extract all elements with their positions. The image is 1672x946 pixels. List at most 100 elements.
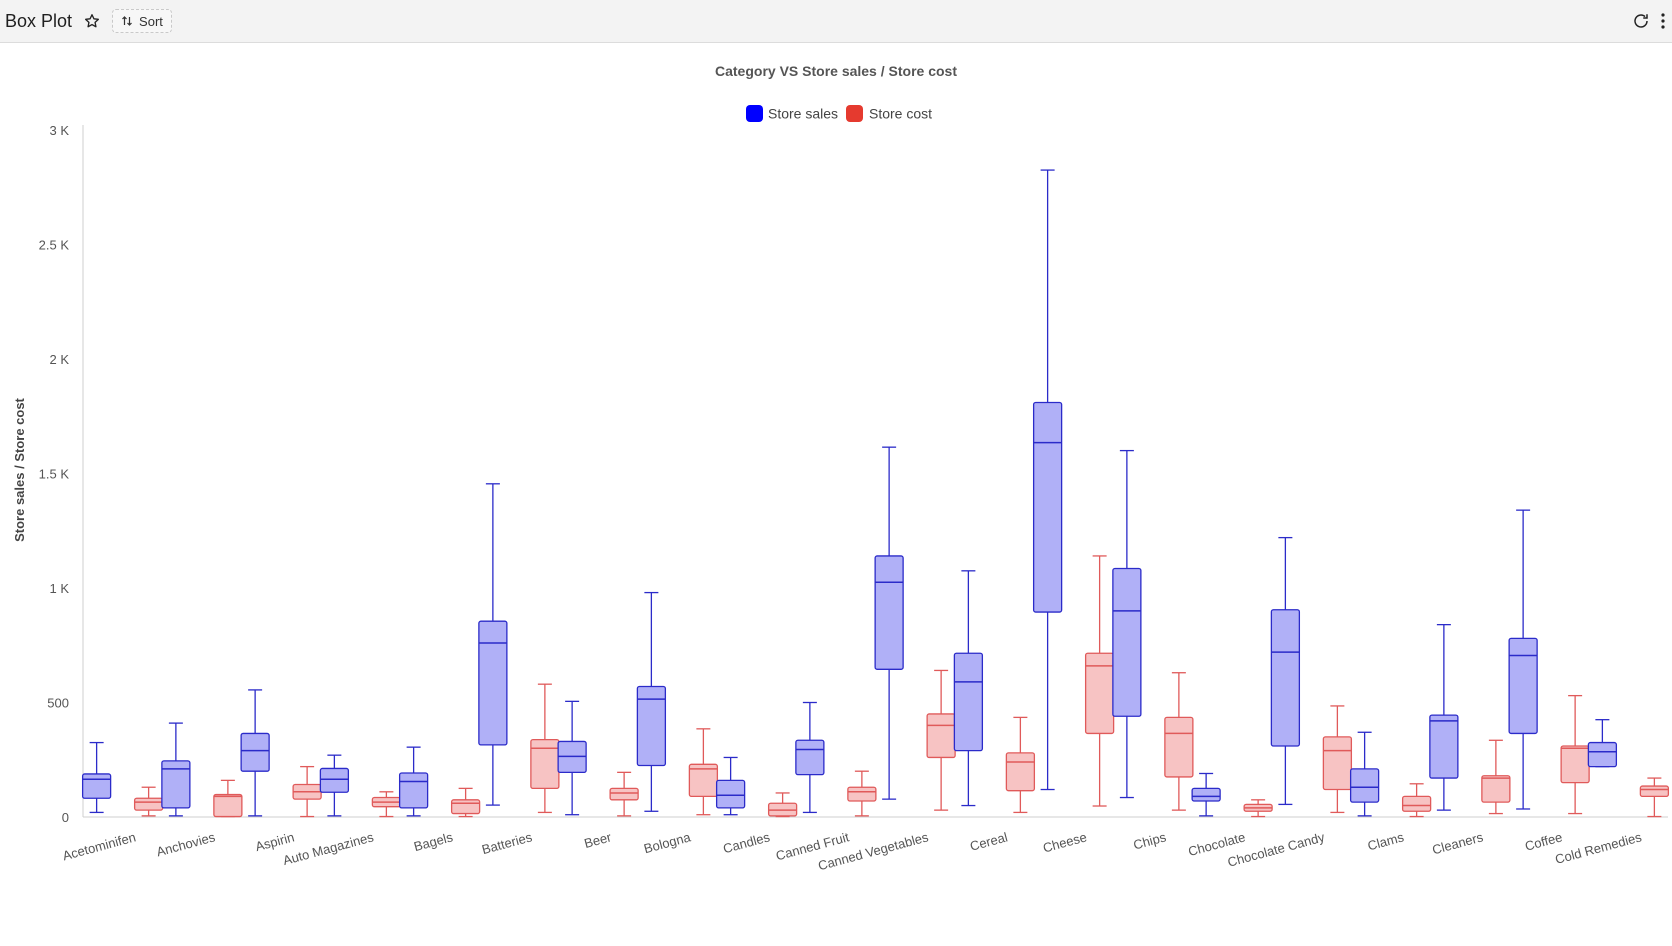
star-icon[interactable] bbox=[84, 13, 100, 29]
x-tick-label: Coffee bbox=[1523, 829, 1564, 853]
box-body bbox=[847, 786, 877, 802]
box-cost bbox=[292, 765, 322, 818]
more-vertical-icon[interactable] bbox=[1660, 12, 1666, 30]
box-sales bbox=[1112, 449, 1142, 799]
box-body bbox=[81, 773, 112, 799]
box-body bbox=[1560, 745, 1590, 784]
box-sales bbox=[557, 700, 587, 816]
box-sales bbox=[1508, 509, 1538, 810]
y-tick-label: 0 bbox=[62, 810, 69, 825]
box-cost bbox=[926, 669, 956, 811]
box-body bbox=[1112, 567, 1142, 717]
y-tick-label: 2.5 K bbox=[39, 238, 70, 253]
box-sales bbox=[874, 446, 904, 800]
x-tick-label: Acetominifen bbox=[61, 829, 137, 863]
box-body bbox=[398, 772, 429, 809]
header-bar: Box Plot Sort bbox=[0, 0, 1672, 43]
box-sales bbox=[636, 591, 667, 812]
box-body bbox=[161, 760, 191, 809]
box-sales bbox=[1191, 772, 1221, 817]
x-tick-label: Candles bbox=[721, 829, 771, 856]
box-body bbox=[1032, 401, 1063, 613]
box-body bbox=[213, 793, 243, 818]
y-tick-label: 1.5 K bbox=[39, 467, 70, 482]
box-cost bbox=[213, 779, 243, 818]
box-sales bbox=[478, 483, 508, 806]
y-axis: 0 500 1 K 1.5 K 2 K 2.5 K 3 K bbox=[39, 123, 1668, 825]
x-tick-label: Cleaners bbox=[1431, 829, 1486, 857]
box-sales bbox=[1349, 731, 1380, 817]
box-sales bbox=[398, 746, 429, 817]
box-body bbox=[1639, 785, 1670, 798]
box-body bbox=[1005, 752, 1036, 792]
x-tick-label: Cheese bbox=[1041, 829, 1088, 855]
y-tick-label: 1 K bbox=[49, 581, 69, 596]
box-cost bbox=[530, 683, 560, 814]
x-tick-label: Clams bbox=[1366, 829, 1406, 853]
box-cost bbox=[767, 792, 798, 818]
box-body bbox=[874, 555, 904, 670]
legend-swatch-store-cost bbox=[846, 105, 863, 122]
box-body bbox=[1164, 716, 1194, 778]
box-cost bbox=[371, 791, 402, 818]
sort-label: Sort bbox=[139, 13, 163, 29]
box-cost bbox=[688, 728, 719, 816]
y-tick-label: 3 K bbox=[49, 123, 69, 138]
x-tick-label: Bagels bbox=[412, 829, 455, 854]
box-body bbox=[478, 620, 508, 746]
legend-swatch-store-sales bbox=[746, 105, 763, 122]
box-body bbox=[1270, 609, 1301, 747]
x-tick-label: Cereal bbox=[968, 829, 1009, 853]
box-cost bbox=[609, 771, 639, 817]
box-sales bbox=[81, 741, 112, 814]
x-tick-label: Bologna bbox=[642, 829, 693, 856]
box-body bbox=[926, 713, 956, 759]
page-title: Box Plot bbox=[5, 10, 73, 31]
chart-title: Category VS Store sales / Store cost bbox=[715, 63, 957, 79]
box-cost bbox=[1164, 672, 1194, 811]
box-sales bbox=[953, 570, 984, 807]
box-cost bbox=[1322, 705, 1353, 814]
box-sales bbox=[795, 701, 825, 814]
box-body bbox=[450, 799, 481, 815]
legend-label: Store sales bbox=[768, 106, 838, 122]
box-cost bbox=[1481, 739, 1511, 815]
box-plot-chart: Category VS Store sales / Store cost Sto… bbox=[12, 63, 1670, 873]
box-body bbox=[609, 787, 639, 801]
x-tick-label: Chips bbox=[1132, 829, 1168, 852]
y-tick-label: 500 bbox=[47, 696, 69, 711]
box-cost bbox=[450, 787, 481, 818]
box-body bbox=[715, 779, 746, 809]
box-body bbox=[1481, 775, 1511, 803]
plot-area bbox=[81, 169, 1670, 818]
box-body bbox=[1508, 637, 1538, 735]
x-tick-label: Batteries bbox=[480, 829, 534, 857]
x-tick-label: Auto Magazines bbox=[281, 829, 375, 868]
box-sales bbox=[1429, 623, 1459, 811]
sort-button[interactable]: Sort bbox=[112, 9, 172, 33]
box-body bbox=[636, 685, 667, 767]
box-sales bbox=[240, 689, 270, 817]
box-body bbox=[795, 739, 825, 776]
sort-icon bbox=[122, 16, 132, 26]
box-cost bbox=[1243, 799, 1273, 818]
box-body bbox=[1322, 736, 1353, 791]
box-cost bbox=[847, 770, 877, 817]
box-cost bbox=[133, 786, 164, 817]
box-cost bbox=[1005, 716, 1036, 814]
box-body bbox=[530, 738, 560, 790]
box-body bbox=[133, 797, 164, 811]
box-body bbox=[1349, 768, 1380, 803]
box-sales bbox=[1587, 719, 1618, 768]
x-tick-label: Anchovies bbox=[155, 829, 217, 859]
box-sales bbox=[319, 754, 350, 817]
box-sales bbox=[715, 756, 746, 816]
refresh-icon[interactable] bbox=[1632, 12, 1650, 30]
y-axis-title: Store sales / Store cost bbox=[12, 397, 27, 541]
chart-area: Category VS Store sales / Store cost Sto… bbox=[0, 43, 1672, 941]
box-body bbox=[1401, 795, 1432, 812]
legend: Store sales Store cost bbox=[746, 105, 932, 122]
box-cost bbox=[1639, 777, 1670, 818]
box-body bbox=[1429, 714, 1459, 779]
